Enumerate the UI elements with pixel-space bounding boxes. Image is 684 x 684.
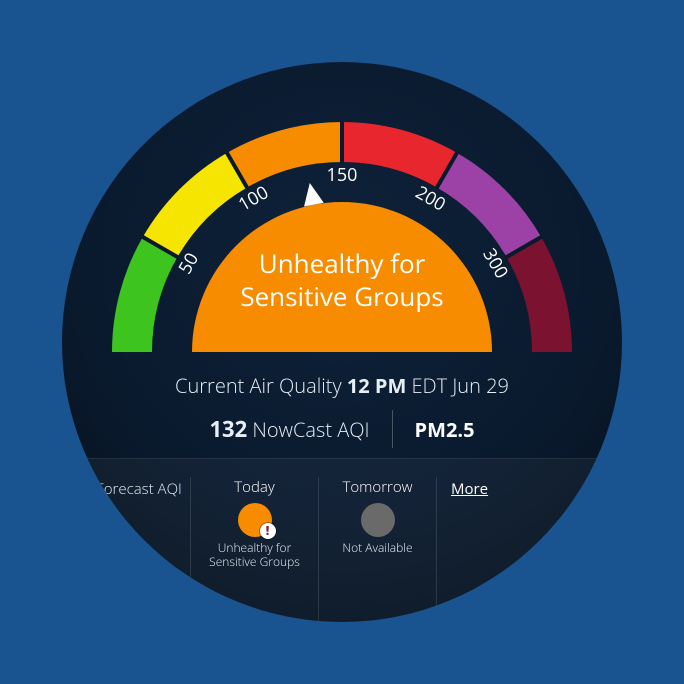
current-prefix: Current Air Quality — [175, 372, 347, 399]
forecast-today[interactable]: Today ! Unhealthy for Sensitive Groups — [190, 477, 318, 622]
forecast-today-head: Today — [197, 477, 312, 497]
more-link[interactable]: More — [451, 479, 488, 499]
aqi-dial-widget: 50100150200300 Unhealthy for Sensitive G… — [62, 62, 622, 622]
dial-background: 50100150200300 Unhealthy for Sensitive G… — [62, 62, 622, 622]
aqi-value: 132 — [209, 414, 247, 444]
forecast-tomorrow-sub: Not Available — [325, 541, 430, 555]
pollutant: PM2.5 — [393, 412, 475, 447]
forecast-strip: Forecast AQI Today ! Unhealthy for Sensi… — [62, 458, 622, 622]
current-tz-date: EDT Jun 29 — [406, 372, 509, 399]
alert-icon: ! — [260, 523, 276, 539]
nowcast-aqi: 132 NowCast AQI — [209, 410, 392, 448]
metrics-row: 132 NowCast AQI PM2.5 — [62, 410, 622, 448]
aqi-label: NowCast AQI — [247, 416, 369, 443]
forecast-today-dot: ! — [238, 503, 272, 537]
current-air-quality-line: Current Air Quality 12 PM EDT Jun 29 — [62, 372, 622, 399]
forecast-tomorrow-head: Tomorrow — [325, 477, 430, 497]
forecast-today-sub: Unhealthy for Sensitive Groups — [197, 541, 312, 569]
forecast-tomorrow[interactable]: Tomorrow Not Available — [318, 477, 436, 622]
forecast-tomorrow-dot — [361, 503, 395, 537]
svg-text:150: 150 — [327, 163, 358, 187]
current-time: 12 PM — [347, 372, 406, 399]
forecast-label: Forecast AQI — [62, 477, 190, 622]
status-label: Unhealthy for Sensitive Groups — [202, 247, 482, 312]
forecast-more[interactable]: More — [436, 477, 516, 622]
